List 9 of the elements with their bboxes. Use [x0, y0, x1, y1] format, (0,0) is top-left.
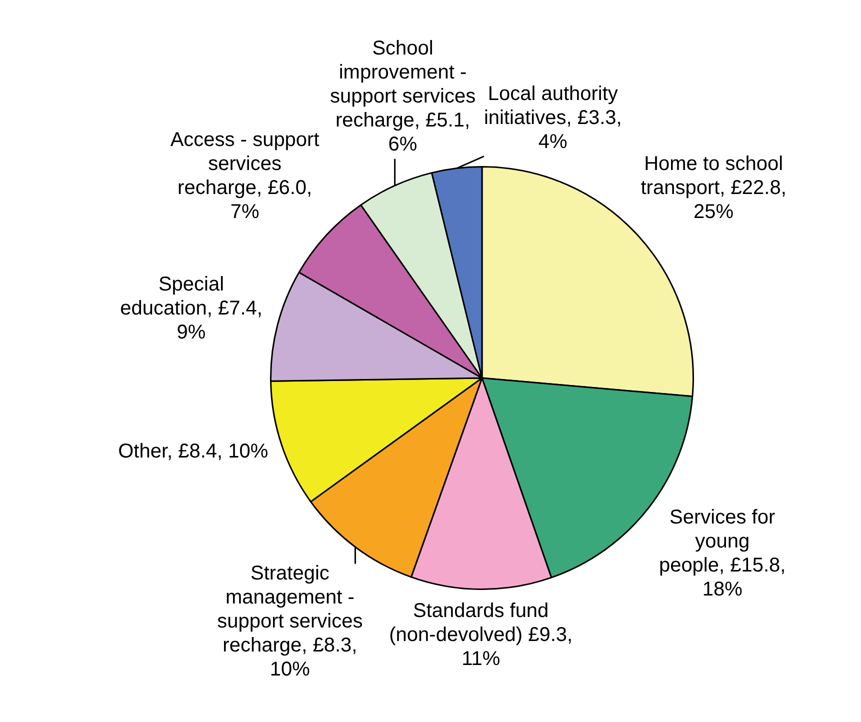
slice-label: Services for young people, £15.8, 18%	[658, 506, 786, 600]
slice-label: Home to school transport, £22.8, 25%	[640, 153, 786, 224]
slice-label: Special education, £7.4, 9%	[120, 274, 262, 344]
slice-label: Standards fund (non-devolved) £9.3, 11%	[389, 600, 573, 670]
slice-label: Access - support services recharge, £6.0, 7%	[170, 129, 320, 224]
slice-label: Other, £8.4, 10%	[118, 440, 268, 462]
slice-label: Local authority initiatives, £3.3, 4%	[484, 82, 622, 153]
slice-label: School improvement - support services recharge, £5.1, 6%	[330, 37, 476, 156]
slice-label: Strategic management - support services recharge, £8.3, 10%	[217, 562, 363, 680]
